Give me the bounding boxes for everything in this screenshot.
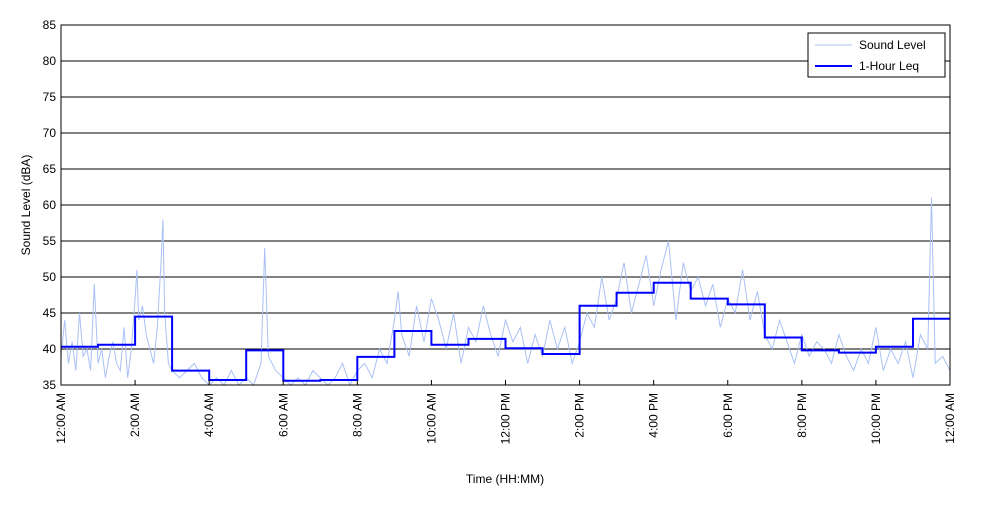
y-axis-ticks: 35 40 45 50 55 60 65 70 75 80 85 [43,18,66,392]
series-1-hour-leq-line [61,281,950,382]
x-tick-label: 8:00 PM [795,393,809,438]
x-tick-label: 6:00 PM [721,393,735,438]
y-axis-label: Sound Level (dBA) [19,155,33,256]
y-tick-label: 70 [43,126,57,140]
x-tick-label: 2:00 PM [573,393,587,438]
x-tick-label: 8:00 AM [350,393,364,437]
x-tick-label: 12:00 AM [943,393,957,444]
y-tick-label: 75 [43,90,57,104]
series-layer [60,197,951,387]
y-tick-label: 35 [43,378,57,392]
legend-label-1-hour-leq: 1-Hour Leq [859,59,919,73]
x-tick-label: 4:00 PM [647,393,661,438]
grid-layer [61,60,950,350]
x-tick-label: 2:00 AM [128,393,142,437]
y-tick-label: 80 [43,54,57,68]
y-tick-label: 60 [43,198,57,212]
x-axis-label: Time (HH:MM) [466,472,544,486]
x-tick-label: 10:00 PM [869,393,883,444]
y-tick-label: 65 [43,162,57,176]
x-tick-label: 4:00 AM [202,393,216,437]
x-tick-label: 12:00 PM [499,393,513,444]
x-tick-label: 6:00 AM [276,393,290,437]
x-axis-ticks: 12:00 AM 2:00 AM 4:00 AM 6:00 AM 8:00 AM 10:0… [54,380,957,444]
y-tick-label: 55 [43,234,57,248]
y-tick-label: 85 [43,18,57,32]
x-tick-label: 12:00 AM [54,393,68,444]
series-sound-level-line [60,197,951,387]
x-tick-label: 10:00 AM [424,393,438,444]
legend: Sound Level 1-Hour Leq [807,32,946,78]
y-tick-label: 45 [43,306,57,320]
y-tick-label: 40 [43,342,57,356]
legend-box [807,32,946,78]
y-tick-label: 50 [43,270,57,284]
legend-label-sound-level: Sound Level [859,38,926,52]
